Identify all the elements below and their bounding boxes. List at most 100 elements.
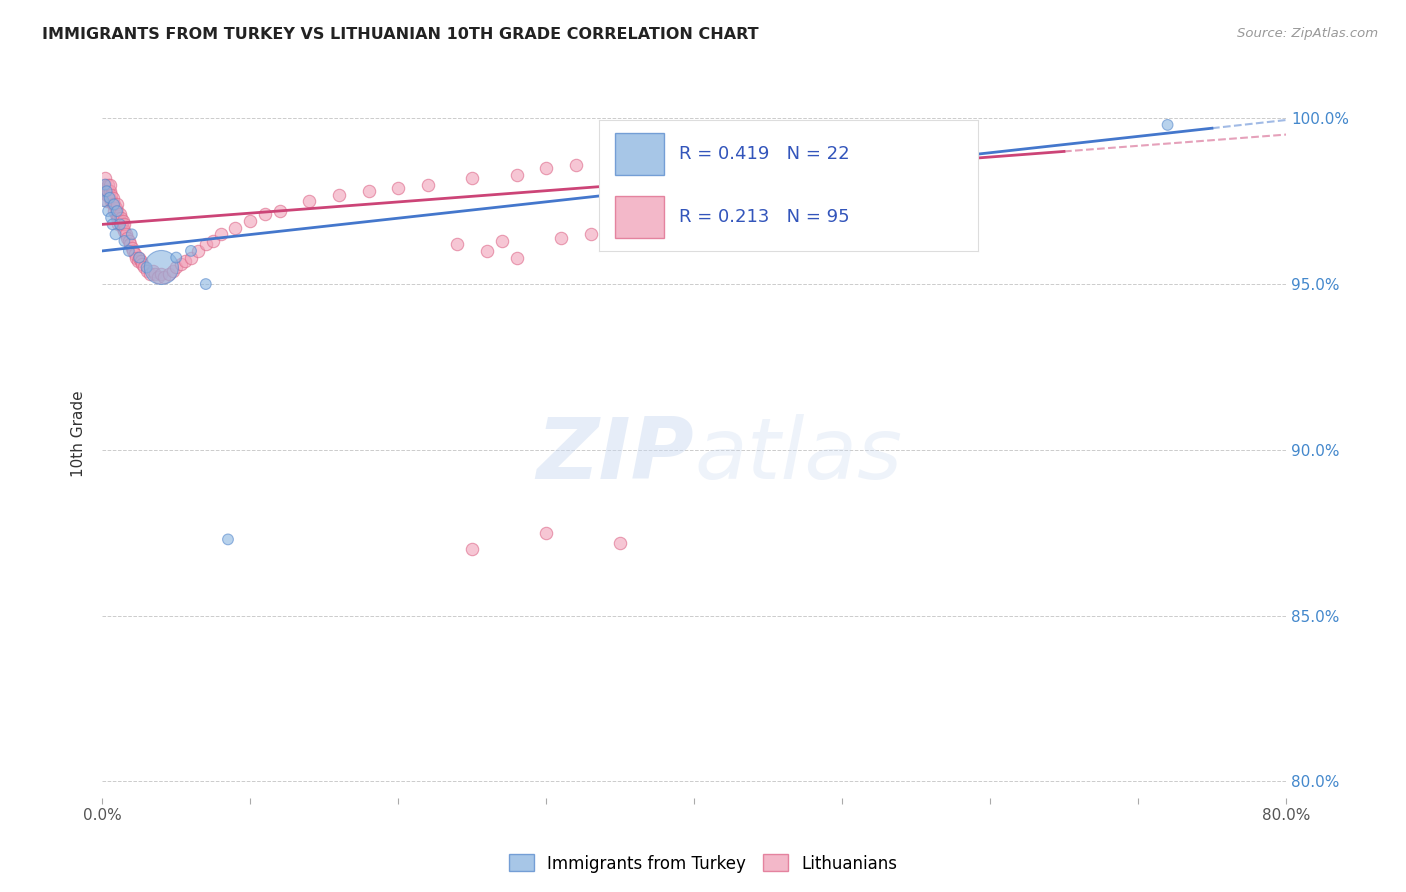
Point [98, 191, 121, 205]
Point [135, 260, 157, 275]
Point [115, 227, 138, 242]
Point [118, 244, 141, 258]
Point [217, 533, 239, 547]
Point [609, 535, 631, 549]
Point [96, 184, 118, 198]
Point [153, 270, 176, 285]
Point [94, 178, 117, 192]
Point [94, 170, 117, 185]
Point [157, 267, 180, 281]
Point [194, 237, 217, 252]
Point [103, 197, 125, 211]
Point [121, 241, 143, 255]
Y-axis label: 10th Grade: 10th Grade [72, 390, 86, 476]
Point [772, 211, 794, 225]
Point [169, 257, 191, 271]
Point [101, 191, 124, 205]
Point [98, 191, 121, 205]
Point [100, 211, 122, 225]
Point [815, 207, 838, 221]
Legend: Immigrants from Turkey, Lithuanians: Immigrants from Turkey, Lithuanians [502, 847, 904, 880]
Point [100, 187, 122, 202]
Point [101, 218, 124, 232]
Point [801, 137, 824, 152]
Text: ZIP: ZIP [537, 414, 695, 497]
Text: IMMIGRANTS FROM TURKEY VS LITHUANIAN 10TH GRADE CORRELATION CHART: IMMIGRANTS FROM TURKEY VS LITHUANIAN 10T… [42, 27, 759, 42]
Point [713, 145, 735, 159]
Point [224, 220, 246, 235]
Point [357, 184, 380, 198]
Point [624, 224, 647, 238]
Point [110, 218, 132, 232]
Point [93, 194, 115, 209]
Point [112, 218, 135, 232]
Point [97, 184, 120, 198]
Point [162, 264, 184, 278]
Point [125, 251, 148, 265]
Point [564, 158, 586, 172]
Point [697, 218, 720, 232]
Point [209, 227, 232, 242]
Point [202, 234, 225, 248]
Point [475, 244, 498, 258]
Point [117, 230, 139, 244]
Point [96, 194, 118, 209]
Point [180, 244, 202, 258]
Point [654, 220, 676, 235]
Point [108, 218, 131, 232]
Point [103, 204, 125, 219]
Point [239, 214, 262, 228]
Point [127, 253, 149, 268]
Point [461, 170, 484, 185]
Point [98, 178, 121, 192]
Point [129, 253, 152, 268]
Point [132, 260, 155, 275]
Point [121, 227, 143, 242]
Point [112, 234, 135, 248]
Point [111, 214, 134, 228]
Point [550, 230, 572, 244]
Point [534, 161, 557, 175]
Point [104, 227, 127, 242]
Point [104, 207, 127, 221]
Point [124, 247, 146, 261]
Point [138, 267, 160, 281]
Point [100, 194, 122, 209]
Point [93, 184, 115, 198]
Point [534, 525, 557, 540]
Point [150, 260, 173, 275]
Point [108, 207, 131, 221]
Point [98, 184, 121, 198]
Point [328, 187, 350, 202]
Point [145, 267, 167, 281]
Point [103, 197, 125, 211]
Point [416, 178, 439, 192]
Point [298, 194, 321, 209]
Point [97, 204, 120, 219]
Point [122, 244, 145, 258]
Point [141, 264, 163, 278]
Point [107, 218, 129, 232]
Point [148, 270, 170, 285]
Text: Source: ZipAtlas.com: Source: ZipAtlas.com [1237, 27, 1378, 40]
Point [110, 211, 132, 225]
Text: atlas: atlas [695, 414, 903, 497]
Point [105, 211, 128, 225]
Point [654, 151, 676, 165]
Point [104, 201, 127, 215]
Point [446, 237, 468, 252]
Point [165, 251, 187, 265]
Point [150, 267, 173, 281]
Point [94, 178, 117, 192]
Point [105, 204, 128, 219]
Point [107, 211, 129, 225]
Point [1156, 118, 1178, 132]
Point [742, 214, 765, 228]
Point [165, 260, 187, 275]
Point [118, 234, 141, 248]
Point [174, 253, 197, 268]
Point [131, 257, 153, 271]
Point [111, 220, 134, 235]
Point [105, 204, 128, 219]
Point [579, 227, 602, 242]
